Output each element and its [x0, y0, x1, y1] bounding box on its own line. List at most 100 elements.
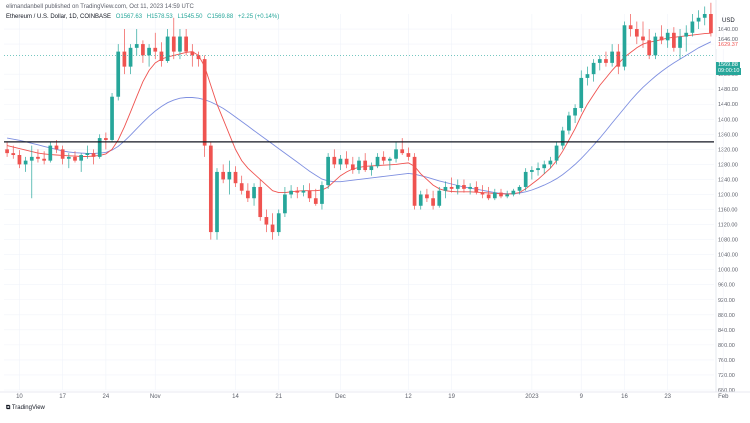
- price-tick-label: 1400.00: [718, 117, 738, 123]
- time-tick-label: 16: [621, 394, 628, 400]
- candle-body-up: [585, 74, 590, 78]
- price-tick-label: 1440.00: [718, 102, 738, 108]
- candle-body-down: [406, 153, 411, 157]
- time-tick-label: 9: [580, 394, 584, 400]
- price-tick-label: 840.00: [718, 328, 735, 334]
- ohlc-close: C1569.88: [207, 14, 234, 20]
- time-tick-label: 19: [448, 394, 455, 400]
- candle-body-down: [672, 32, 676, 48]
- symbol-ohlc-line: Ethereum / U.S. Dollar, 1D, COINBASE O15…: [6, 14, 282, 20]
- candle-body-down: [628, 25, 633, 30]
- candle-body-up: [85, 153, 90, 155]
- candle-body-up: [283, 194, 287, 214]
- candle-body-up: [573, 108, 577, 116]
- candle-body-down: [36, 156, 40, 159]
- candle-body-down: [350, 164, 355, 171]
- candle-body-up: [665, 32, 670, 41]
- price-tick-label: 1040.00: [718, 253, 738, 259]
- candle-body-up: [560, 130, 565, 146]
- price-tick-label: 720.00: [718, 373, 735, 379]
- candle-body-down: [42, 158, 46, 161]
- time-tick-label: 14: [232, 394, 239, 400]
- candle-body-up: [357, 160, 361, 171]
- candle-body-up: [696, 17, 701, 22]
- time-tick-label: 2023: [525, 394, 539, 400]
- time-tick-label: 10: [16, 394, 23, 400]
- candle-body-down: [344, 158, 349, 165]
- time-tick-label: Feb: [718, 394, 729, 400]
- candle-body-down: [54, 145, 59, 150]
- candle-body-up: [165, 36, 170, 61]
- candle-body-up: [492, 192, 497, 199]
- candle-body-up: [134, 44, 139, 48]
- candle-body-down: [122, 51, 127, 67]
- candle-body-up: [511, 190, 516, 195]
- candle-body-down: [141, 44, 145, 56]
- tradingview-logo-icon: ⧉: [6, 405, 11, 411]
- countdown-tag: 09:00:10: [716, 68, 742, 75]
- candle-body-down: [196, 55, 201, 60]
- price-tick-label: 960.00: [718, 283, 735, 289]
- time-tick-label: Dec: [335, 394, 346, 400]
- price-tick-label: 1360.00: [718, 132, 738, 138]
- candle-body-up: [215, 171, 219, 233]
- candle-body-up: [443, 186, 448, 191]
- time-tick-label: 12: [405, 394, 412, 400]
- candle-body-up: [48, 145, 53, 161]
- candle-body-down: [616, 51, 621, 67]
- candle-body-up: [369, 166, 374, 171]
- time-tick-label: 21: [275, 394, 282, 400]
- candle-body-up: [97, 138, 102, 157]
- candle-body-up: [326, 156, 330, 186]
- candle-body-down: [184, 36, 188, 52]
- candle-body-down: [363, 160, 368, 171]
- candle-body-down: [190, 51, 195, 56]
- candle-body-down: [11, 153, 16, 155]
- candle-body-up: [536, 168, 540, 171]
- currency-label: USD: [722, 18, 735, 24]
- candle-body-up: [338, 158, 343, 165]
- candle-body-up: [597, 59, 602, 63]
- candle-body-up: [523, 171, 528, 187]
- candle-body-down: [431, 198, 435, 206]
- candle-body-up: [690, 21, 695, 33]
- candle-body-down: [313, 198, 318, 204]
- price-tick-label: 1000.00: [718, 268, 738, 274]
- candle-body-up: [178, 36, 182, 52]
- candle-body-down: [153, 47, 158, 52]
- price-tick-label: 1080.00: [718, 238, 738, 244]
- price-tick-label: 1320.00: [718, 147, 738, 153]
- candle-body-down: [486, 194, 491, 199]
- candle-body-up: [702, 14, 707, 18]
- price-tick-label: 1640.00: [718, 27, 738, 33]
- candle-body-down: [264, 217, 269, 225]
- candle-body-up: [276, 213, 281, 233]
- candle-body-down: [159, 51, 164, 61]
- candle-body-down: [73, 156, 77, 161]
- candle-body-down: [449, 186, 454, 189]
- candle-body-up: [505, 194, 510, 197]
- price-tick-label: 800.00: [718, 343, 735, 349]
- candle-body-down: [659, 36, 664, 41]
- candle-body-up: [567, 115, 571, 131]
- candle-body-up: [66, 156, 71, 159]
- candle-body-down: [295, 190, 300, 193]
- price-tick-label: 920.00: [718, 298, 735, 304]
- candle-body-up: [388, 158, 392, 161]
- candle-body-up: [653, 36, 658, 56]
- ohlc-low: L1545.50: [177, 14, 203, 20]
- candle-body-up: [110, 96, 114, 140]
- candle-body-up: [227, 171, 232, 180]
- candle-body-down: [208, 145, 213, 233]
- candle-body-down: [400, 149, 405, 154]
- candle-body-up: [455, 185, 460, 189]
- last-price-tag: 1569.88: [716, 62, 740, 69]
- candle-body-down: [60, 149, 65, 159]
- ma-slow-line: [7, 41, 712, 195]
- candle-body-down: [233, 171, 238, 184]
- tradingview-logo-text: TradingView: [11, 405, 45, 411]
- publisher-line: elimandanbell published on TradingView.c…: [6, 4, 194, 10]
- candle-body-down: [307, 190, 312, 199]
- price-tick-label: 1200.00: [718, 192, 738, 198]
